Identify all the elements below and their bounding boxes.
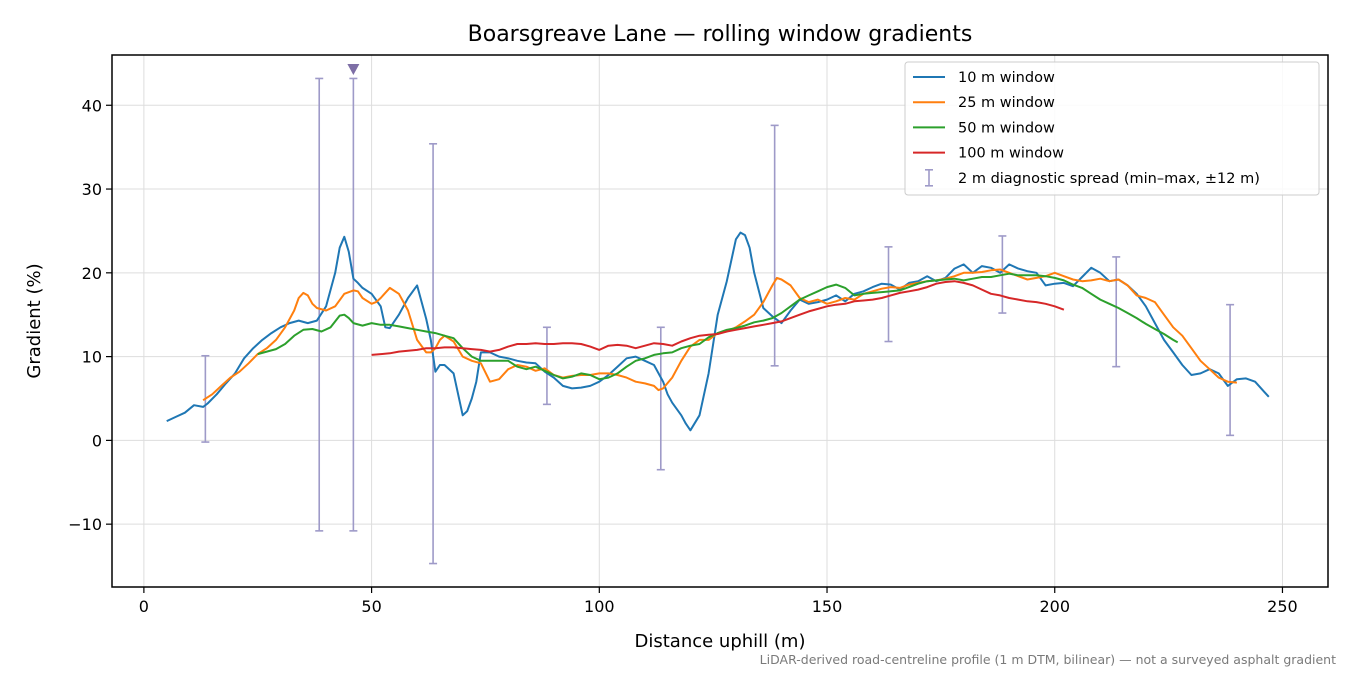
legend-item: 25 m window <box>913 95 1055 111</box>
x-tick-label: 150 <box>812 597 843 616</box>
legend-item: 2 m diagnostic spread (min–max, ±12 m) <box>925 169 1260 187</box>
tick-layer: 0 50 100 150 200 250 −10 0 10 20 30 40 <box>68 96 1297 616</box>
series-line <box>371 280 1065 356</box>
error-bar <box>656 326 665 471</box>
series-line <box>202 268 1237 402</box>
series-line <box>257 272 1179 381</box>
error-bar <box>770 124 779 367</box>
series-layer <box>166 231 1270 432</box>
x-tick-label: 0 <box>139 597 149 616</box>
y-tick-label: 0 <box>92 431 102 450</box>
plot-frame <box>111 54 1329 588</box>
legend-label: 10 m window <box>958 70 1055 86</box>
x-axis-label: Distance uphill (m) <box>635 631 806 652</box>
error-bar <box>884 246 893 343</box>
y-tick-label: 20 <box>82 264 102 283</box>
error-bar <box>542 326 551 406</box>
legend-item: 50 m window <box>913 120 1055 136</box>
y-axis-label: Gradient (%) <box>24 263 45 378</box>
y-tick-label: −10 <box>68 515 102 534</box>
x-tick-label: 200 <box>1039 597 1070 616</box>
error-bar <box>349 77 358 532</box>
error-bar <box>1226 303 1235 437</box>
legend-label: 50 m window <box>958 120 1055 136</box>
series-line <box>166 231 1270 432</box>
legend-item: 100 m window <box>913 146 1064 162</box>
legend-box <box>904 61 1320 196</box>
legend-label: 25 m window <box>958 95 1055 111</box>
legend-item: 10 m window <box>913 70 1055 86</box>
x-tick-label: 250 <box>1267 597 1298 616</box>
x-tick-label: 100 <box>584 597 615 616</box>
error-bar <box>1112 256 1121 368</box>
legend: 10 m window 25 m window 50 m window 100 m w… <box>904 61 1320 196</box>
legend-label: 2 m diagnostic spread (min–max, ±12 m) <box>958 171 1260 187</box>
y-tick-label: 40 <box>82 96 102 115</box>
footnote: LiDAR-derived road-centreline profile (1… <box>760 652 1336 667</box>
x-tick-label: 50 <box>361 597 381 616</box>
clipped-marker-triangle <box>347 64 360 75</box>
chart-title: Boarsgreave Lane — rolling window gradie… <box>468 22 973 47</box>
y-tick-label: 30 <box>82 180 102 199</box>
legend-label: 100 m window <box>958 146 1064 162</box>
error-bar <box>315 77 324 532</box>
y-tick-label: 10 <box>82 348 102 367</box>
